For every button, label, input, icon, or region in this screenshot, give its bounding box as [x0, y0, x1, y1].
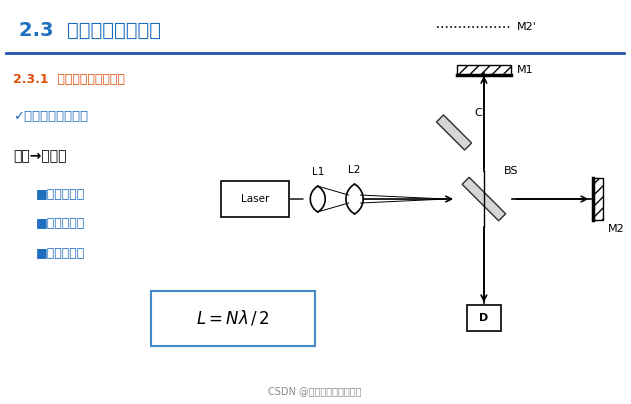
FancyBboxPatch shape: [151, 291, 315, 346]
Bar: [593, 178, 603, 220]
Polygon shape: [437, 115, 471, 150]
Text: BS: BS: [504, 166, 518, 176]
Text: C: C: [474, 107, 481, 118]
Text: 2.3.1  传统迈克尔逊干涉仪: 2.3.1 传统迈克尔逊干涉仪: [13, 74, 125, 86]
Text: ■程差补偿；: ■程差补偿；: [36, 187, 85, 200]
Text: CSDN @文火冰糖的硅基工坊: CSDN @文火冰糖的硅基工坊: [268, 386, 362, 396]
Text: 白光→激光：: 白光→激光：: [13, 149, 67, 163]
Text: Laser: Laser: [241, 194, 269, 204]
Text: 2.3  激光干涉仪的构成: 2.3 激光干涉仪的构成: [20, 21, 162, 40]
Text: $L = N\lambda\,/\,2$: $L = N\lambda\,/\,2$: [196, 309, 270, 328]
Text: M2: M2: [608, 224, 625, 234]
FancyBboxPatch shape: [221, 181, 290, 217]
Text: ■零级条纹；: ■零级条纹；: [36, 247, 85, 260]
Text: ✓激光干涉仪的基础: ✓激光干涉仪的基础: [13, 110, 88, 123]
Text: D: D: [480, 313, 488, 323]
Text: M2': M2': [517, 22, 536, 32]
Text: M1: M1: [517, 65, 534, 75]
Text: ■半波损失；: ■半波损失；: [36, 217, 85, 230]
Text: L1: L1: [312, 167, 324, 177]
Bar: [457, 65, 511, 75]
Polygon shape: [462, 177, 505, 221]
FancyBboxPatch shape: [467, 305, 501, 331]
Text: L2: L2: [348, 165, 361, 175]
